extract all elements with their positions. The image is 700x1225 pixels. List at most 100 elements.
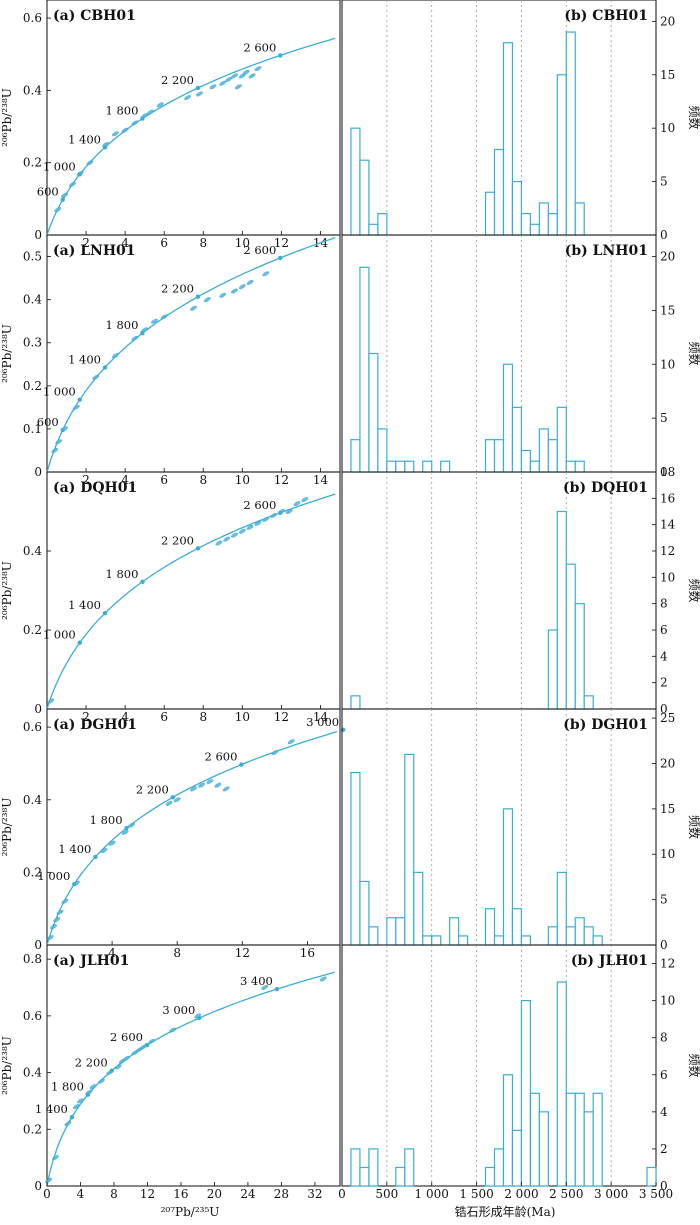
- x-tick-label: 6: [160, 710, 168, 724]
- histogram-bar: [422, 935, 433, 946]
- data-ellipse: [139, 1044, 147, 1050]
- y-tick-label: 20: [660, 756, 675, 770]
- data-ellipse: [111, 353, 119, 359]
- y-axis-title-left: ²⁰⁶Pb/²³⁸U: [0, 798, 14, 857]
- y-tick-label: 0: [660, 465, 668, 479]
- histogram-bar: [484, 191, 496, 236]
- age-label: 600: [37, 185, 59, 199]
- y-axis-title-left: ²⁰⁶Pb/²³⁸U: [0, 88, 14, 147]
- age-label: 1 800: [106, 104, 139, 118]
- data-ellipse: [147, 109, 154, 115]
- data-ellipse: [165, 800, 173, 806]
- age-label: 2 200: [136, 782, 169, 796]
- age-label: 2 600: [243, 498, 276, 512]
- data-ellipse: [55, 439, 63, 445]
- age-marker: [60, 197, 65, 202]
- y-tick-label: 10: [660, 847, 675, 861]
- histogram-bar: [538, 202, 549, 236]
- histogram-bar: [547, 926, 558, 946]
- x-tick-label: 12: [274, 236, 289, 250]
- histogram-bar: [646, 1166, 657, 1187]
- panel-label-b: (b) DQH01: [563, 480, 648, 496]
- y-tick-label: 10: [660, 570, 675, 584]
- panel-label-a: (a) CBH01: [53, 8, 136, 24]
- x-tick-label: 3 000: [594, 1187, 628, 1201]
- histogram-bar: [484, 908, 496, 946]
- histogram-bar: [431, 935, 442, 946]
- data-ellipse: [254, 520, 262, 526]
- age-label: 2 200: [161, 533, 194, 547]
- data-ellipse: [271, 750, 279, 756]
- age-marker: [140, 579, 145, 584]
- data-ellipse: [246, 524, 254, 530]
- y-tick-label: 10: [660, 357, 675, 371]
- data-ellipse: [261, 985, 269, 990]
- y-tick-label: 12: [660, 957, 675, 971]
- x-tick-label: 0: [43, 1187, 51, 1201]
- panel-label-a: (a) DGH01: [53, 717, 137, 733]
- histogram-bar: [386, 917, 397, 946]
- x-tick-label: 16: [300, 946, 315, 960]
- histogram-bar: [395, 460, 406, 473]
- y-tick-label: 6: [660, 623, 668, 637]
- data-ellipse: [47, 698, 55, 704]
- histogram-bar: [350, 127, 361, 236]
- histogram-bar: [529, 460, 540, 473]
- y-tick-label: 5: [660, 893, 668, 907]
- histogram-bar: [547, 629, 558, 710]
- histogram-bar: [565, 563, 576, 710]
- y-tick-label: 0.6: [23, 1009, 42, 1023]
- data-ellipse: [231, 288, 238, 294]
- histogram-bar: [493, 1148, 505, 1187]
- x-tick-label: 12: [140, 1187, 155, 1201]
- y-axis-title-right: 频数: [687, 105, 700, 129]
- age-label: 1 400: [68, 132, 101, 146]
- y-tick-label: 15: [660, 303, 675, 317]
- x-tick-label: 8: [173, 946, 181, 960]
- data-ellipse: [190, 305, 197, 311]
- histogram-bar: [583, 695, 594, 710]
- data-ellipse: [195, 91, 203, 97]
- y-tick-label: 2: [660, 676, 668, 690]
- histogram-bar: [574, 460, 585, 473]
- histogram-bar: [359, 1166, 370, 1187]
- age-marker: [102, 365, 108, 370]
- histogram-bar: [404, 753, 415, 946]
- x-tick-label: 12: [235, 946, 250, 960]
- y-tick-label: 0: [34, 465, 42, 479]
- histogram-bar: [511, 406, 523, 473]
- concordia-plot-lnh01: 600 1 000 1 400 1 800 2 200 2 600 2 4 6 8 10 12 14 0 0…: [0, 234, 341, 487]
- age-marker: [239, 762, 244, 767]
- age-label: 1 000: [37, 869, 70, 883]
- x-tick-label: 10: [235, 473, 250, 487]
- data-ellipse: [262, 271, 270, 277]
- data-ellipse: [97, 1078, 105, 1084]
- histogram-bar: [404, 1148, 415, 1187]
- y-axis-title-right: 频数: [687, 1053, 700, 1077]
- y-tick-label: 0.2: [23, 1122, 42, 1136]
- data-ellipse: [121, 829, 129, 835]
- plot-frame: [341, 471, 657, 710]
- histogram-bar: [493, 935, 505, 946]
- data-ellipse: [111, 131, 119, 137]
- y-tick-label: 0.5: [23, 250, 42, 264]
- histogram-bar: [565, 926, 576, 946]
- y-tick-label: 0: [34, 702, 42, 716]
- data-ellipse: [238, 284, 246, 290]
- x-tick-label: 12: [274, 473, 289, 487]
- histogram-bar: [502, 1074, 514, 1187]
- histogram-bar: [538, 428, 549, 473]
- data-ellipse: [160, 314, 168, 320]
- data-ellipse: [270, 513, 278, 518]
- histogram-bar: [350, 439, 361, 473]
- data-ellipse: [89, 1084, 97, 1090]
- age-marker: [274, 986, 280, 992]
- histogram-bar: [493, 148, 505, 236]
- x-tick-label: 12: [274, 710, 289, 724]
- x-tick-label: 0: [338, 1187, 346, 1201]
- histogram-bar: [565, 1092, 576, 1187]
- y-tick-label: 15: [660, 68, 675, 82]
- data-ellipse: [121, 127, 129, 133]
- data-ellipse: [51, 448, 59, 453]
